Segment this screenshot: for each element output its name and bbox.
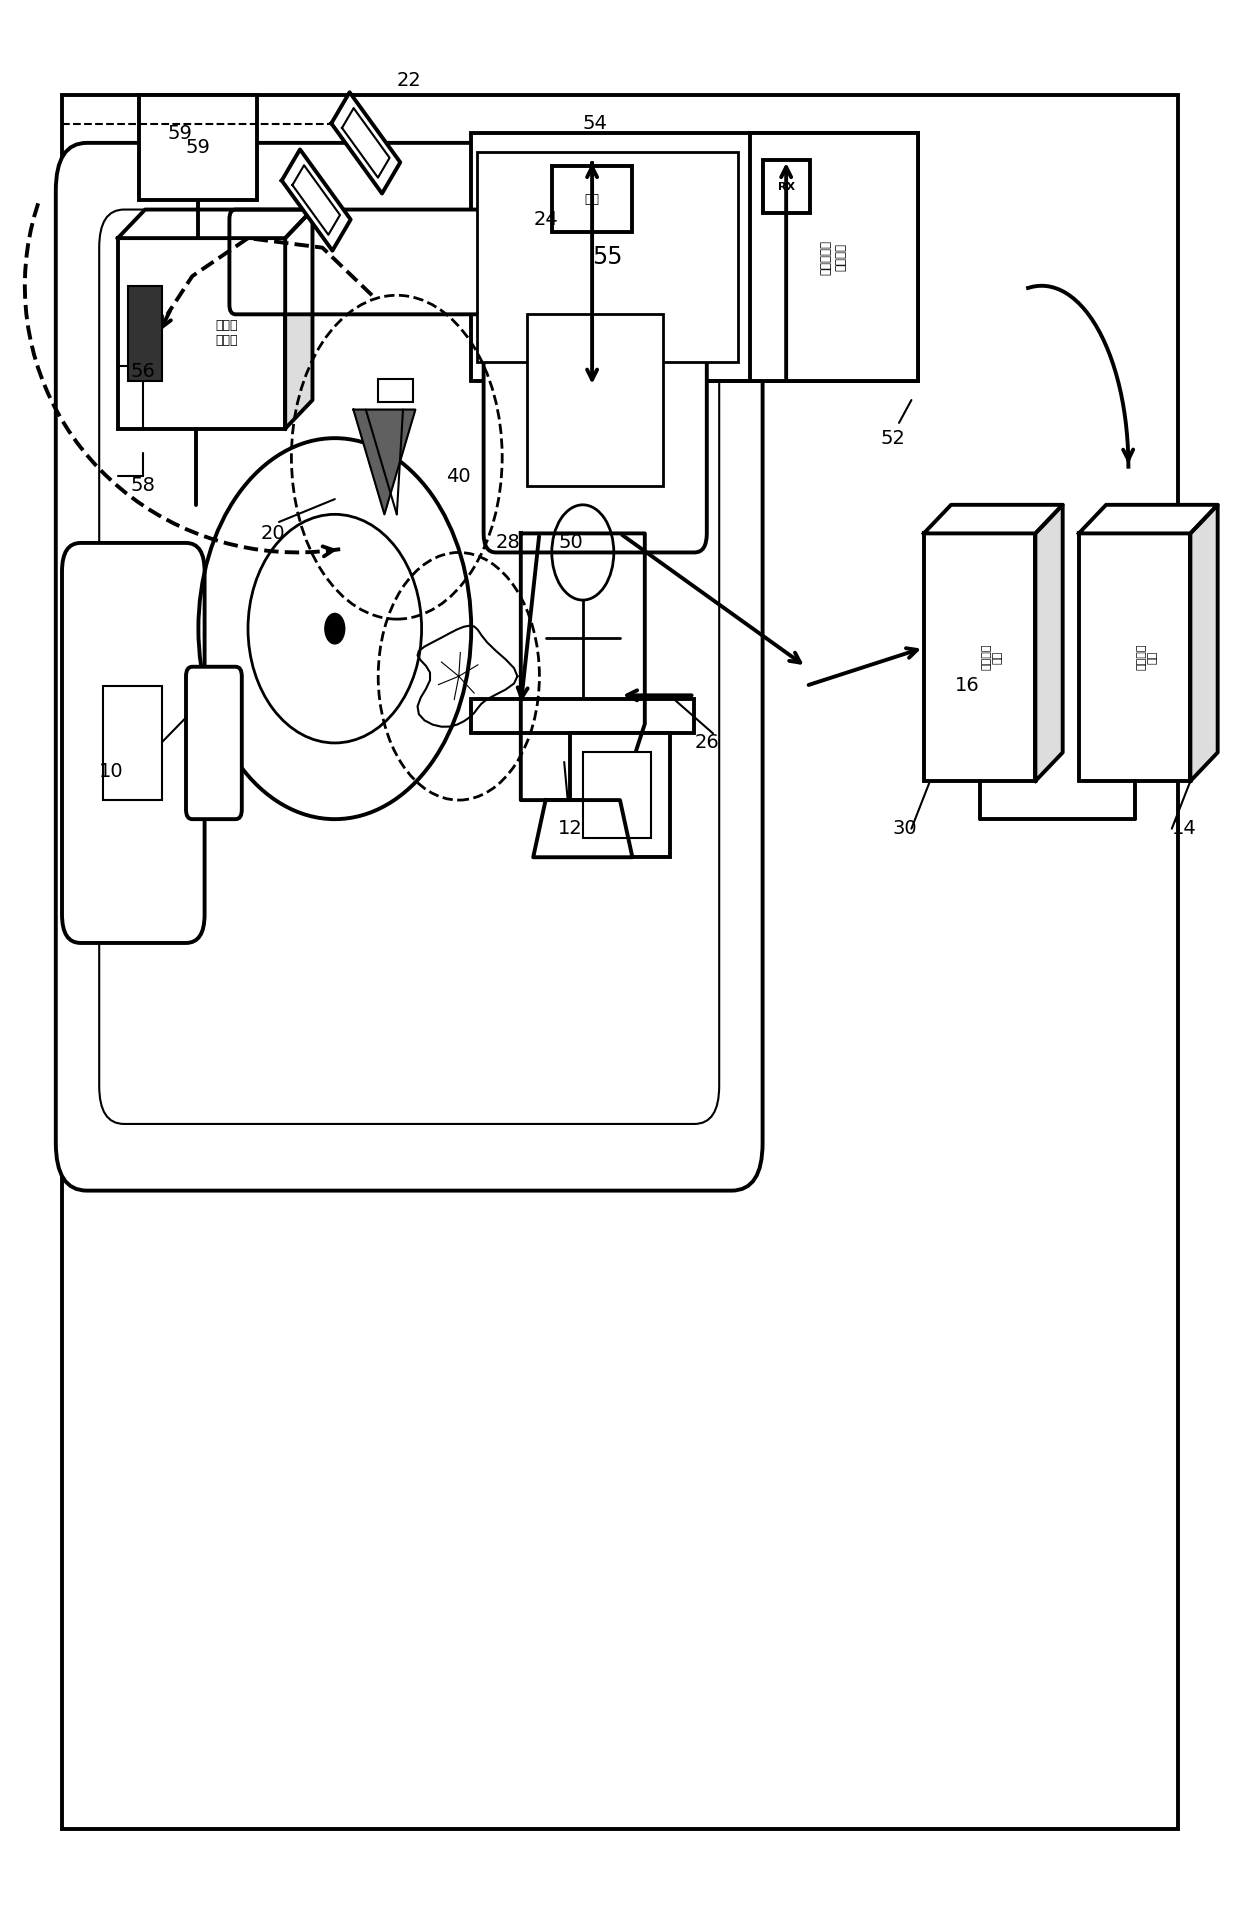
Polygon shape <box>924 505 1063 533</box>
Text: RX: RX <box>777 181 795 192</box>
Text: 22: 22 <box>397 70 422 90</box>
FancyBboxPatch shape <box>570 733 670 857</box>
Text: 54: 54 <box>583 114 608 133</box>
Circle shape <box>325 613 345 644</box>
FancyBboxPatch shape <box>552 166 632 232</box>
FancyBboxPatch shape <box>471 133 918 381</box>
Polygon shape <box>118 210 312 238</box>
Text: 55: 55 <box>593 246 622 269</box>
Text: 24: 24 <box>533 210 558 229</box>
FancyBboxPatch shape <box>750 133 918 381</box>
Text: 40: 40 <box>446 467 471 486</box>
Text: 50: 50 <box>558 533 583 552</box>
Text: 10: 10 <box>99 762 124 781</box>
Text: 超声成像
设备: 超声成像 设备 <box>1136 644 1158 671</box>
Polygon shape <box>1035 505 1063 781</box>
FancyBboxPatch shape <box>118 238 285 429</box>
FancyBboxPatch shape <box>484 248 707 552</box>
Text: 12: 12 <box>558 819 583 838</box>
FancyBboxPatch shape <box>471 699 694 733</box>
Text: 16: 16 <box>955 676 980 695</box>
Text: 26: 26 <box>694 733 719 752</box>
FancyBboxPatch shape <box>763 160 810 213</box>
Text: 超声探头
位置: 超声探头 位置 <box>981 644 1003 671</box>
FancyBboxPatch shape <box>62 543 205 943</box>
FancyBboxPatch shape <box>1079 533 1190 781</box>
Text: 56: 56 <box>130 362 155 381</box>
Polygon shape <box>285 210 312 429</box>
FancyBboxPatch shape <box>62 95 1178 1829</box>
FancyBboxPatch shape <box>139 95 257 200</box>
FancyBboxPatch shape <box>56 143 763 1191</box>
Text: 超声探头剂
量分析器: 超声探头剂 量分析器 <box>820 240 848 274</box>
Polygon shape <box>331 91 401 194</box>
Polygon shape <box>521 533 645 800</box>
Text: 59: 59 <box>167 124 192 143</box>
Text: 52: 52 <box>880 429 905 448</box>
Text: 警报: 警报 <box>584 192 600 206</box>
Text: 58: 58 <box>130 476 155 495</box>
Polygon shape <box>1190 505 1218 781</box>
Text: 剂量计
读出站: 剂量计 读出站 <box>216 320 238 347</box>
Text: 59: 59 <box>185 139 211 156</box>
Polygon shape <box>533 800 632 857</box>
FancyBboxPatch shape <box>99 210 719 1124</box>
Text: 20: 20 <box>260 524 285 543</box>
Text: 30: 30 <box>893 819 918 838</box>
FancyBboxPatch shape <box>583 752 651 838</box>
FancyBboxPatch shape <box>477 152 738 362</box>
Polygon shape <box>281 149 351 251</box>
FancyBboxPatch shape <box>378 379 413 402</box>
Polygon shape <box>353 410 415 514</box>
FancyBboxPatch shape <box>924 533 1035 781</box>
FancyBboxPatch shape <box>527 314 663 486</box>
FancyBboxPatch shape <box>229 210 676 314</box>
Polygon shape <box>1079 505 1218 533</box>
Text: 28: 28 <box>496 533 521 552</box>
FancyBboxPatch shape <box>103 686 162 800</box>
FancyBboxPatch shape <box>128 286 162 381</box>
FancyBboxPatch shape <box>186 667 242 819</box>
Text: 14: 14 <box>1172 819 1197 838</box>
